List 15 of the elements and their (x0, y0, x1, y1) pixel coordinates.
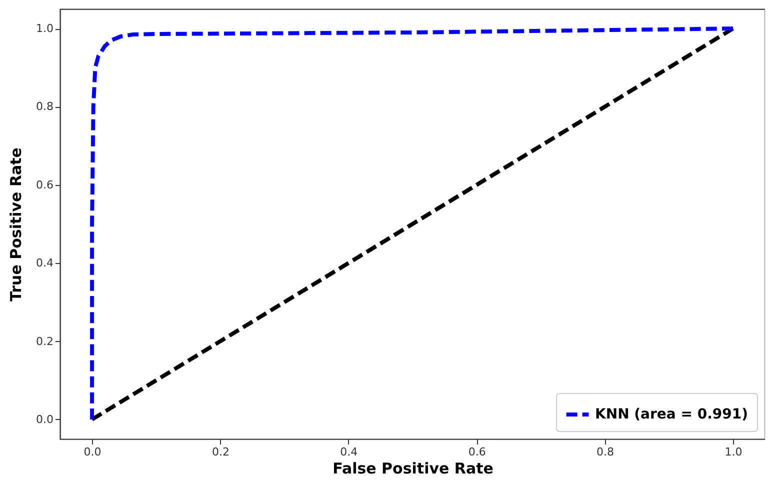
x-tick-label: 0.8 (596, 446, 614, 458)
x-tick-label: 0.6 (468, 446, 486, 458)
y-axis-title: True Positive Rate (7, 148, 26, 302)
y-tick-label: 1.0 (36, 22, 54, 36)
x-axis-title: False Positive Rate (332, 460, 494, 478)
x-tick-label: 1.0 (724, 446, 742, 458)
y-tick-label: 0.0 (36, 412, 54, 426)
y-tick-label: 0.8 (36, 100, 54, 114)
x-tick-label: 0.4 (340, 446, 358, 458)
y-tick-label: 0.6 (36, 178, 54, 192)
x-tick-label: 0.2 (212, 446, 230, 458)
x-tick-label: 0.0 (84, 446, 102, 458)
y-tick-label: 0.2 (36, 334, 54, 348)
legend-label: KNN (area = 0.991) (595, 406, 748, 422)
y-tick-label: 0.4 (36, 256, 54, 270)
